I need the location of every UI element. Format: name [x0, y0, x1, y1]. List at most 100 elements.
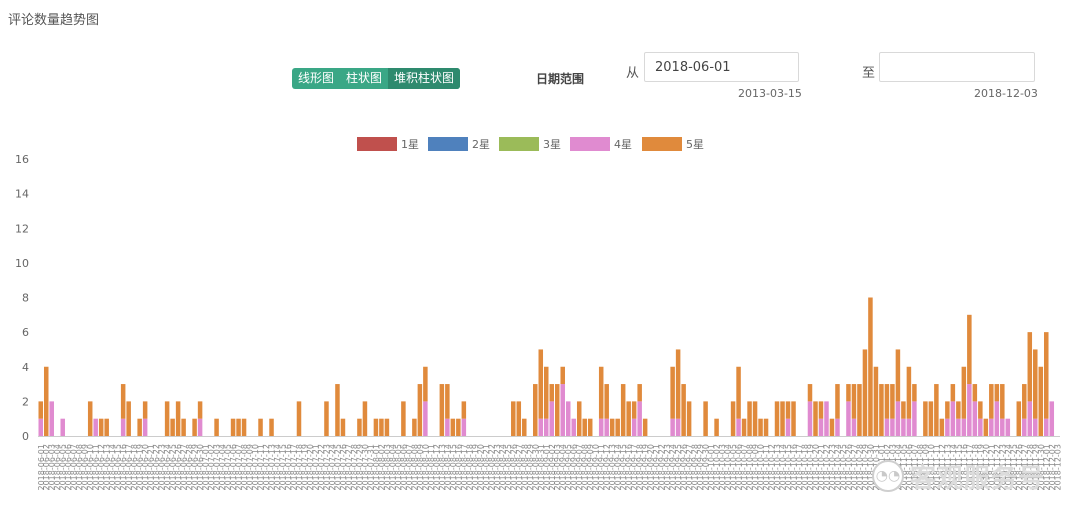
bar-segment-5star	[43, 366, 49, 436]
x-tick-label: 2018-07-11	[257, 444, 266, 491]
bar-segment-5star	[522, 418, 527, 436]
bar-segment-4star	[598, 418, 604, 436]
stacked-bar-chart-button[interactable]: 堆积柱状图	[388, 68, 461, 89]
x-tick-label: 2018-09-14	[614, 444, 623, 491]
x-tick-label: 2018-09-25	[674, 444, 683, 491]
bar-segment-5star	[862, 349, 868, 436]
bar-segment-4star	[895, 401, 901, 437]
x-tick-label: 2018-09-07	[575, 444, 584, 491]
x-tick-label: 2018-06-25	[169, 444, 178, 491]
bar-segment-4star	[972, 401, 978, 437]
x-tick-label: 2018-10-22	[822, 444, 831, 491]
bar-segment-4star	[1044, 418, 1049, 436]
x-tick-label: 2018-07-31	[366, 444, 375, 491]
bar-segment-5star	[686, 401, 692, 437]
x-tick-label: 2018-08-13	[438, 444, 447, 491]
x-tick-label: 2018-07-10	[251, 444, 260, 491]
bar-segment-5star	[642, 418, 648, 436]
x-tick-label: 2018-08-29	[526, 444, 535, 491]
x-tick-label: 2018-07-17	[290, 444, 299, 491]
start-date-input[interactable]	[644, 52, 799, 82]
legend-label: 3星	[543, 138, 561, 151]
bar-segment-5star	[714, 418, 719, 436]
x-tick-label: 2018-07-04	[218, 444, 227, 491]
bar-segment-5star	[626, 401, 631, 437]
bar-segment-4star	[60, 418, 65, 436]
line-chart-button[interactable]: 线形图	[298, 71, 335, 85]
end-date-input[interactable]	[879, 52, 1035, 82]
bar-segment-4star	[544, 418, 549, 436]
x-tick-label: 2018-11-21	[987, 444, 996, 491]
bar-segment-5star	[813, 401, 818, 437]
x-tick-label: 2018-12-02	[1048, 444, 1057, 491]
x-tick-label: 2018-06-07	[70, 444, 79, 491]
x-tick-label: 2018-06-02	[42, 444, 51, 491]
x-tick-label: 2018-06-01	[37, 444, 46, 491]
x-tick-label: 2018-08-03	[383, 444, 392, 491]
bar-segment-5star	[544, 366, 549, 419]
bar-segment-5star	[357, 418, 362, 436]
x-tick-label: 2018-06-28	[185, 444, 194, 491]
bar-segment-5star	[170, 418, 175, 436]
x-tick-label: 2018-06-18	[130, 444, 139, 491]
x-tick-label: 2018-06-29	[191, 444, 200, 491]
y-tick-label: 0	[22, 430, 29, 443]
bar-segment-5star	[379, 418, 384, 436]
bar-segment-5star	[87, 401, 93, 437]
x-tick-label: 2018-11-20	[982, 444, 991, 491]
bar-segment-5star	[373, 418, 379, 436]
bar-segment-5star	[774, 401, 780, 437]
x-tick-label: 2018-09-27	[685, 444, 694, 491]
bar-segment-4star	[631, 418, 637, 436]
bar-segment-5star	[978, 401, 983, 419]
bar-segment-4star	[604, 418, 609, 436]
bar-segment-4star	[1005, 418, 1011, 436]
bar-segment-5star	[38, 401, 43, 419]
bar-chart-button[interactable]: 柱状图	[346, 71, 383, 85]
bar-segment-4star	[824, 401, 829, 437]
bar-segment-5star	[609, 418, 615, 436]
bar-segment-5star	[923, 401, 928, 437]
x-tick-label: 2018-06-12	[97, 444, 106, 491]
bar-segment-4star	[93, 418, 98, 436]
x-tick-label: 2018-09-18	[636, 444, 645, 491]
bar-segment-5star	[98, 418, 104, 436]
bar-segment-5star	[895, 349, 901, 402]
bar-segment-5star	[890, 384, 895, 419]
bar-segment-4star	[461, 418, 467, 436]
chart-type-button-group: 线形图 柱状图 堆积柱状图	[292, 68, 461, 89]
bar-segment-4star	[670, 418, 675, 436]
x-tick-label: 2018-08-09	[416, 444, 425, 491]
x-tick-label: 2018-09-20	[647, 444, 656, 491]
bar-segment-4star	[835, 418, 840, 436]
x-tick-label: 2018-10-21	[817, 444, 826, 491]
x-tick-label: 2018-10-27	[850, 444, 859, 491]
x-tick-label: 2018-09-06	[570, 444, 579, 491]
x-tick-label: 2018-11-13	[943, 444, 952, 491]
bar-segment-5star	[214, 418, 219, 436]
x-tick-label: 2018-11-30	[1037, 444, 1046, 491]
bar-segment-4star	[912, 401, 917, 437]
x-tick-label: 2018-10-13	[773, 444, 782, 491]
x-tick-label: 2018-07-23	[322, 444, 331, 491]
x-tick-label: 2018-07-05	[224, 444, 233, 491]
x-tick-label: 2018-07-13	[268, 444, 277, 491]
x-tick-label: 2018-09-28	[691, 444, 700, 491]
x-tick-label: 2018-11-05	[899, 444, 908, 491]
bar-segment-5star	[197, 401, 203, 419]
x-tick-label: 2018-07-14	[273, 444, 282, 491]
x-tick-label: 2018-08-19	[471, 444, 480, 491]
x-tick-label: 2018-07-30	[361, 444, 370, 491]
date-range-label: 日期范围	[536, 72, 585, 86]
bar-segment-5star	[598, 366, 604, 419]
x-tick-label: 2018-06-05	[59, 444, 68, 491]
bar-segment-5star	[670, 366, 675, 419]
x-tick-label: 2018-09-11	[597, 444, 606, 491]
bar-segment-5star	[384, 418, 390, 436]
x-tick-label: 2018-09-23	[663, 444, 672, 491]
y-tick-label: 14	[15, 188, 29, 201]
bar-segment-5star	[631, 401, 637, 419]
x-tick-label: 2018-08-14	[443, 444, 452, 491]
bar-segment-5star	[412, 418, 417, 436]
x-tick-label: 2018-07-26	[339, 444, 348, 491]
